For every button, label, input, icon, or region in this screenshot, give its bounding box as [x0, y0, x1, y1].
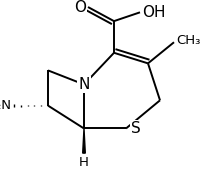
Text: H: H: [79, 156, 89, 169]
Text: OH: OH: [142, 5, 166, 20]
Polygon shape: [83, 128, 85, 153]
Text: CH₃: CH₃: [176, 34, 200, 47]
Text: N: N: [78, 77, 90, 92]
Text: S: S: [131, 121, 141, 136]
Text: O: O: [74, 0, 86, 15]
Text: H₂N: H₂N: [0, 99, 12, 112]
